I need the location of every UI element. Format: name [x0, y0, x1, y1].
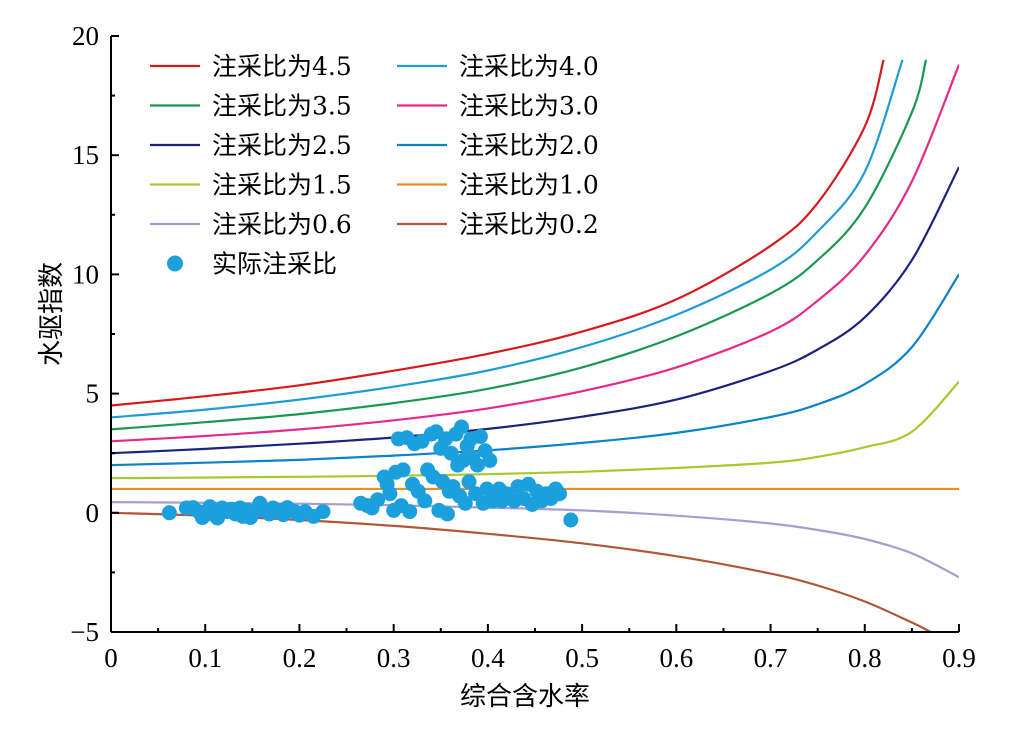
- curve-ratio-1-5: [111, 380, 959, 480]
- x-tick-label: 0.1: [188, 643, 222, 673]
- scatter-point: [461, 474, 477, 490]
- x-tick-label: 0.2: [283, 643, 317, 673]
- y-tick-label: 15: [72, 140, 99, 170]
- legend-label: 注采比为1.5: [212, 171, 352, 200]
- scatter-point: [395, 462, 411, 478]
- y-tick-label: 20: [72, 21, 99, 51]
- scatter-point: [443, 445, 459, 461]
- curve-ratio-0-2: [111, 511, 932, 632]
- y-tick-label: 0: [86, 498, 100, 528]
- legend-label: 注采比为1.0: [459, 171, 599, 200]
- curve-ratio-4: [111, 59, 904, 419]
- scatter-point: [552, 486, 567, 502]
- legend-label-scatter: 实际注采比: [212, 250, 337, 279]
- legend: 注采比为4.5 注采比为4.0 注采比为3.5 注采比为3.0 注采比为2.5 注采比为2…: [150, 52, 599, 279]
- legend-label: 注采比为0.6: [212, 210, 352, 239]
- scatter-point: [454, 419, 469, 435]
- scatter-point: [470, 457, 485, 473]
- x-axis-title: 综合含水率: [460, 682, 590, 712]
- scatter-point: [417, 493, 433, 509]
- x-tick-label: 0.4: [471, 643, 505, 673]
- curves-layer: [111, 59, 959, 632]
- legend-label: 注采比为2.0: [459, 131, 599, 160]
- scatter-point: [315, 504, 331, 520]
- y-tick-label: 5: [86, 379, 100, 409]
- legend-label: 注采比为0.2: [459, 210, 599, 239]
- y-tick-label: −5: [70, 617, 99, 647]
- curve-ratio-4-5: [111, 59, 885, 407]
- x-tick-label: 0.9: [942, 643, 976, 673]
- scatter-point: [194, 510, 210, 526]
- y-axis-title: 水驱指数: [37, 262, 67, 366]
- scatter-point: [402, 504, 418, 520]
- curve-ratio-2: [111, 273, 959, 467]
- legend-label: 注采比为3.0: [459, 92, 599, 121]
- curve-ratio-2-5: [111, 166, 959, 455]
- y-tick-label: 10: [72, 259, 99, 289]
- legend-swatch-scatter: [167, 255, 183, 272]
- scatter-point: [382, 486, 398, 502]
- axes-layer: 0 0.1 0.2 0.3 0.4 0.5 0.6 0.7 0.8 0.9−505101520综合…: [37, 21, 976, 712]
- legend-label: 注采比为2.5: [212, 131, 352, 160]
- scatter-point: [482, 452, 498, 468]
- x-tick-label: 0.8: [848, 643, 882, 673]
- scatter-point: [370, 492, 386, 508]
- scatter-layer: [161, 419, 579, 528]
- curve-ratio-3: [111, 64, 959, 443]
- x-tick-label: 0.5: [565, 643, 599, 673]
- legend-label: 注采比为4.5: [212, 52, 352, 81]
- x-tick-label: 0.3: [377, 643, 411, 673]
- scatter-point: [161, 505, 177, 521]
- scatter-point: [472, 429, 488, 444]
- legend-label: 注采比为4.0: [459, 52, 599, 81]
- scatter-point: [457, 495, 473, 511]
- curve-ratio-3-5: [111, 59, 928, 431]
- x-tick-label: 0: [104, 643, 118, 673]
- scatter-point: [439, 506, 455, 522]
- x-tick-label: 0.7: [754, 643, 788, 673]
- x-tick-label: 0.6: [659, 643, 693, 673]
- legend-label: 注采比为3.5: [212, 92, 352, 121]
- scatter-point: [563, 512, 579, 528]
